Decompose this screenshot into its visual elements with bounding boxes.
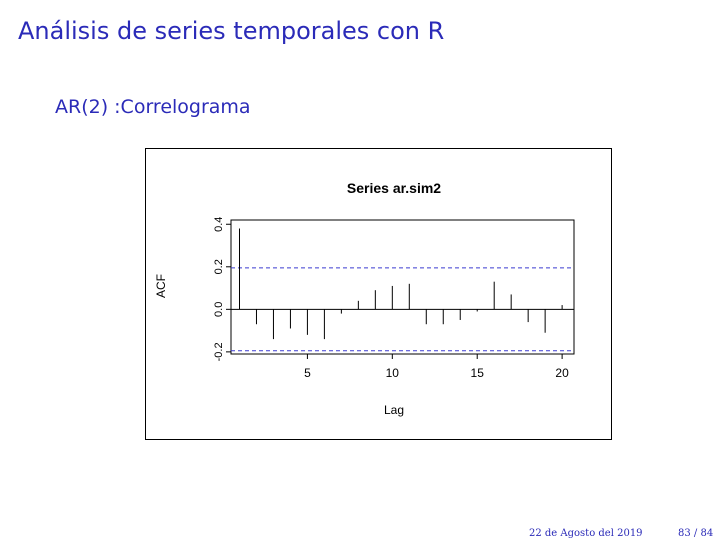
footer-page-number: 83 / 84 <box>678 528 714 539</box>
y-tick-label-0.0: 0.0 <box>213 302 225 317</box>
acf-figure: Series ar.sim2 Lag ACF 5 10 15 20 -0.2 0.0 0.2… <box>145 148 612 440</box>
plot-box <box>230 219 575 355</box>
x-tick-label-10: 10 <box>386 366 400 380</box>
chart-title: Series ar.sim2 <box>347 180 441 196</box>
x-tick-label-15: 15 <box>471 366 485 380</box>
y-tick-label--0.2: -0.2 <box>213 342 225 361</box>
acf-chart: Series ar.sim2 Lag ACF 5 10 15 20 -0.2 0.0 0.2… <box>154 180 575 417</box>
y-tick-label-0.4: 0.4 <box>213 217 225 232</box>
x-tick-label-5: 5 <box>304 366 311 380</box>
slide-title: Análisis de series temporales con R <box>18 17 445 45</box>
y-axis-label: ACF <box>154 274 168 298</box>
y-tick-label-0.2: 0.2 <box>213 259 225 274</box>
x-tick-label-20: 20 <box>555 366 569 380</box>
x-axis-label: Lag <box>384 403 404 417</box>
footer-date: 22 de Agosto del 2019 <box>529 528 643 539</box>
slide-subtitle: AR(2) :Correlograma <box>55 96 251 118</box>
